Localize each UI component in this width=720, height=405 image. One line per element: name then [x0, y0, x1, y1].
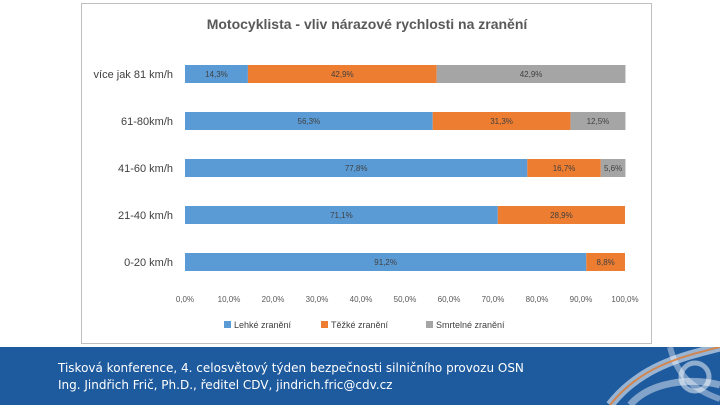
x-tick-label: 20,0% [262, 295, 285, 304]
x-tick-label: 30,0% [306, 295, 329, 304]
data-label: 8,8% [597, 258, 615, 267]
legend-label: Lehké zranění [234, 320, 292, 330]
data-label: 42,9% [331, 70, 354, 79]
legend-swatch [224, 321, 231, 328]
bars-group: 14,3% 42,9% 42,9% 56,3% 31,3% 12,5% 77,8% 16,7%… [185, 65, 626, 271]
legend: Lehké zranění Těžké zranění Smrtelné zraně… [224, 320, 505, 330]
x-tick-label: 0,0% [176, 295, 194, 304]
x-tick-label: 10,0% [218, 295, 241, 304]
chart-title: Motocyklista - vliv nárazové rychlosti n… [207, 16, 529, 32]
bar-segment [497, 206, 625, 224]
legend-swatch [426, 321, 433, 328]
footer-contact-text: Ing. Jindřich Frič, Ph.D., ředitel CDV, … [58, 378, 393, 392]
category-label: více jak 81 km/h [94, 69, 173, 81]
data-label: 56,3% [298, 117, 321, 126]
category-label: 41-60 km/h [118, 163, 173, 175]
bar-segment [247, 65, 437, 83]
road-interchange-graphic [606, 347, 720, 405]
data-label: 12,5% [587, 117, 610, 126]
x-tick-label: 80,0% [526, 295, 549, 304]
bar-segment [527, 159, 601, 177]
bar-segment [185, 206, 498, 224]
bar-segment [570, 112, 626, 130]
footer-event-text: Tisková konference, 4. celosvětový týden… [58, 361, 524, 375]
chart: Motocyklista - vliv nárazové rychlosti n… [94, 16, 639, 330]
data-label: 91,2% [374, 258, 397, 267]
x-tick-label: 70,0% [482, 295, 505, 304]
category-label: 21-40 km/h [118, 210, 173, 222]
x-tick-label: 90,0% [570, 295, 593, 304]
legend-swatch [321, 321, 328, 328]
x-tick-label: 60,0% [438, 295, 461, 304]
data-label: 77,8% [345, 164, 368, 173]
data-label: 5,6% [604, 164, 622, 173]
x-tick-label: 100,0% [611, 295, 638, 304]
data-label: 31,3% [490, 117, 513, 126]
category-label: 61-80km/h [121, 116, 173, 128]
x-tick-labels: 0,0% 10,0% 20,0% 30,0% 40,0% 50,0% 60,0% 70,0% 8… [176, 295, 639, 304]
bar-segment [185, 65, 248, 83]
bar-segment [185, 112, 433, 130]
x-tick-label: 40,0% [350, 295, 373, 304]
data-label: 16,7% [553, 164, 576, 173]
bar-segment [432, 112, 571, 130]
bar-segment [586, 253, 625, 271]
data-label: 71,1% [330, 211, 353, 220]
legend-label: Smrtelné zranění [436, 320, 505, 330]
footer-banner: Tisková konference, 4. celosvětový týden… [0, 347, 720, 405]
bar-segment [185, 253, 587, 271]
data-label: 14,3% [205, 70, 228, 79]
bar-segment [185, 159, 528, 177]
chart-frame: Motocyklista - vliv nárazové rychlosti n… [81, 3, 652, 344]
category-labels: více jak 81 km/h 61-80km/h 41-60 km/h 21-40… [94, 69, 173, 269]
bar-segment [600, 159, 626, 177]
data-label: 28,9% [550, 211, 573, 220]
legend-label: Těžké zranění [331, 320, 389, 330]
x-tick-label: 50,0% [394, 295, 417, 304]
data-label: 42,9% [520, 70, 543, 79]
category-label: 0-20 km/h [124, 257, 173, 269]
bar-segment [436, 65, 626, 83]
